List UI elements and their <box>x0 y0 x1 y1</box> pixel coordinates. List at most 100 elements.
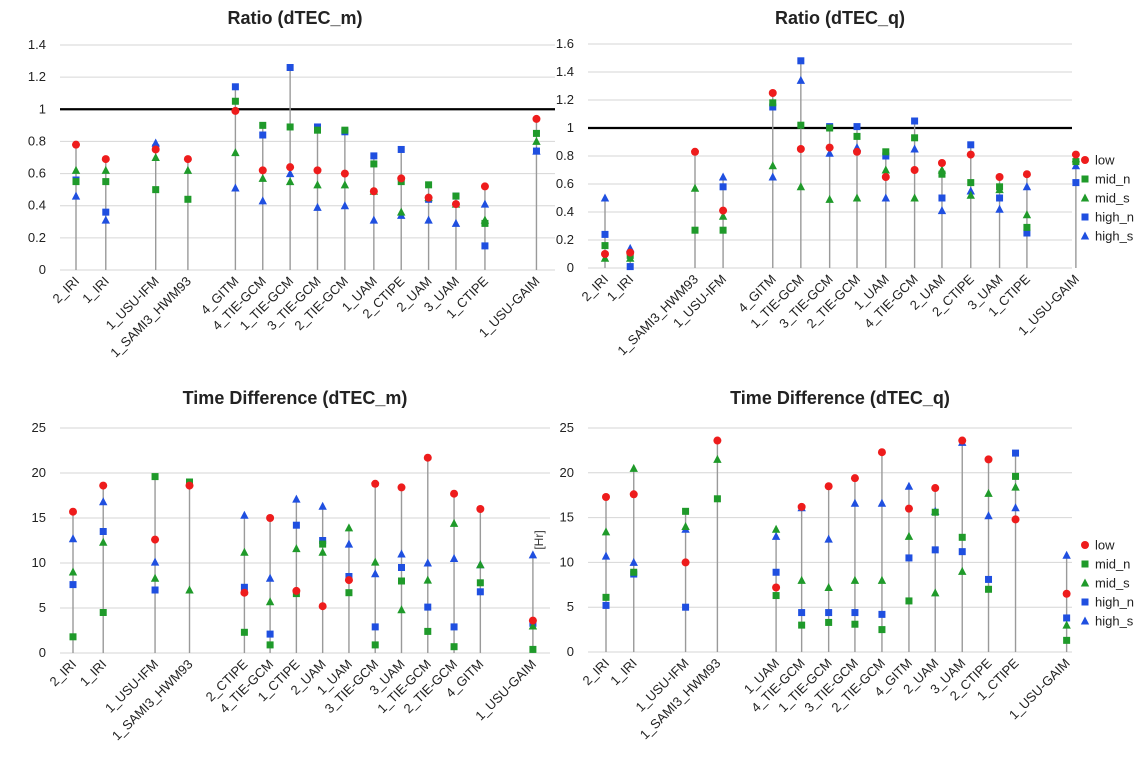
data-point-high_s <box>1022 182 1032 191</box>
legend-label: mid_s <box>1095 191 1130 206</box>
data-point-mid_s <box>713 454 722 463</box>
data-point-mid_s <box>528 621 538 630</box>
data-point-high_n <box>797 57 805 65</box>
series-low <box>69 453 537 625</box>
data-point-low <box>231 106 240 115</box>
data-point-mid_s <box>476 560 485 569</box>
data-point-mid_n <box>853 132 861 140</box>
data-point-high_n <box>958 548 966 556</box>
data-point-mid_s <box>825 194 834 203</box>
legend-label: mid_n <box>1095 172 1130 187</box>
data-point-high_s <box>369 215 379 224</box>
data-point-mid_n <box>691 226 699 234</box>
data-point-mid_n <box>825 618 833 626</box>
data-point-high_s <box>371 569 380 578</box>
data-point-low <box>1011 515 1020 524</box>
x-tick-label: 2_IRI <box>580 656 613 689</box>
data-point-mid_s <box>449 518 459 527</box>
data-point-mid_n <box>931 508 939 516</box>
data-point-mid_s <box>151 153 160 161</box>
series-mid_n <box>601 99 1080 259</box>
data-point-high_n <box>602 601 610 609</box>
data-point-high_n <box>532 147 540 155</box>
data-point-low <box>151 535 160 544</box>
data-point-mid_n <box>152 186 160 194</box>
data-point-mid_s <box>1022 210 1032 219</box>
data-point-mid_s <box>397 207 406 216</box>
y-tick-label: 1 <box>567 120 574 135</box>
y-tick-label: 1.6 <box>556 36 574 51</box>
y-tick-label: 25 <box>32 420 46 435</box>
data-point-mid_n <box>231 97 239 105</box>
data-point-high_n <box>1012 449 1020 457</box>
y-tick-label: 0 <box>39 262 46 277</box>
data-point-mid_s <box>318 547 327 556</box>
legend-marker-mid_s <box>1080 578 1090 587</box>
y-tick-label: 0.6 <box>556 176 574 191</box>
data-point-low <box>966 150 975 159</box>
data-point-mid_s <box>371 557 380 566</box>
data-point-high_s <box>768 172 777 181</box>
legend-marker-low <box>1081 156 1089 164</box>
data-point-low <box>713 436 722 445</box>
data-point-high_s <box>313 202 322 211</box>
data-point-mid_s <box>68 567 78 576</box>
data-point-low <box>72 140 80 149</box>
y-tick-label: 5 <box>567 599 574 614</box>
data-point-low <box>424 193 433 202</box>
data-point-mid_n <box>102 178 110 186</box>
data-point-high_s <box>344 539 354 548</box>
chart-ratio-dtec-m: Ratio (dTEC_m) 0 0.2 0.4 0.6 0.8 1 1.2 1.4 2_IRI… <box>0 0 570 380</box>
y-tick-label: 0 <box>567 644 574 659</box>
data-point-high_s <box>1011 503 1020 512</box>
data-point-high_s <box>824 534 833 543</box>
data-point-low <box>151 145 160 154</box>
data-point-high_s <box>629 557 638 566</box>
data-point-low <box>292 586 301 595</box>
data-point-high_s <box>528 550 538 559</box>
data-point-mid_n <box>938 170 946 178</box>
data-point-high_s <box>984 511 993 520</box>
series-low <box>602 436 1071 598</box>
x-tick-label: 2_IRI <box>579 272 612 305</box>
data-point-high_n <box>476 588 484 596</box>
x-tick-label: 1_IRI <box>607 656 640 689</box>
data-point-mid_n <box>713 495 721 503</box>
data-point-low <box>1022 170 1031 179</box>
data-point-mid_n <box>481 219 489 227</box>
data-point-mid_n <box>476 579 484 587</box>
data-point-high_s <box>910 144 919 153</box>
data-point-high_n <box>931 546 939 554</box>
data-point-low <box>601 250 609 258</box>
data-point-low <box>318 602 327 611</box>
data-point-mid_s <box>881 165 890 174</box>
data-point-high_n <box>938 194 946 202</box>
data-point-high_s <box>318 501 327 510</box>
y-tick-label: 1.2 <box>28 69 46 84</box>
data-point-low <box>266 514 275 522</box>
data-point-low <box>99 481 108 490</box>
data-point-mid_n <box>319 540 327 548</box>
data-point-mid_n <box>529 645 537 653</box>
data-point-high_n <box>292 521 300 529</box>
data-point-high_s <box>1062 550 1071 559</box>
data-point-mid_n <box>967 179 975 187</box>
data-point-mid_n <box>286 123 294 131</box>
data-point-mid_n <box>985 585 993 593</box>
data-point-high_n <box>481 242 489 250</box>
data-point-low <box>423 453 432 462</box>
data-point-mid_s <box>71 165 81 174</box>
series-mid_s <box>601 454 1071 629</box>
data-point-high_s <box>718 172 728 181</box>
data-point-high_n <box>626 263 634 271</box>
data-point-mid_n <box>1012 472 1020 480</box>
data-point-low <box>881 173 890 181</box>
data-point-low <box>369 187 378 196</box>
data-point-low <box>340 169 349 178</box>
data-point-mid_n <box>371 641 379 649</box>
data-point-low <box>1062 589 1071 598</box>
data-point-mid_n <box>798 621 806 629</box>
legend-marker-high_s <box>1080 616 1090 625</box>
series-mid_s <box>600 154 1081 262</box>
data-point-mid_n <box>882 148 890 156</box>
